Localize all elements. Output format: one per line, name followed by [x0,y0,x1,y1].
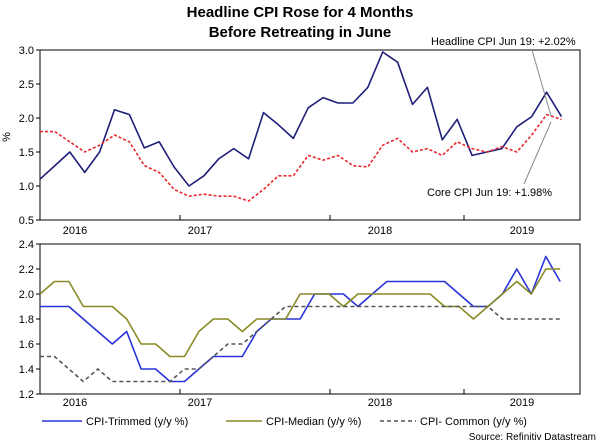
headline-annotation: Headline CPI Jun 19: +2.02% [431,36,576,48]
y-tick-label: 2.0 [19,289,34,301]
y-tick-label: 2.5 [19,79,34,91]
series-line-cpi-common-y-y [40,305,561,383]
y-tick-label: 1.4 [19,364,34,376]
x-year-label: 2017 [188,225,212,237]
y-tick-label: 0.5 [19,215,34,227]
source-note: Source: Refinitiv Datastream [469,432,596,443]
legend-label-trimmed: CPI-Trimmed (y/y %) [86,416,188,428]
y-tick-label: 1.8 [19,314,34,326]
y-tick-label: 1.2 [19,389,34,401]
core-annotation-leader [523,121,552,185]
y-tick-label: 2.4 [19,239,34,251]
title-line-1: Headline CPI Rose for 4 Months [187,4,414,21]
legend-label-median: CPI-Median (y/y %) [266,416,361,428]
x-year-label: 2018 [368,225,392,237]
series-line-cpi-median-y-y [39,268,561,358]
y-tick-label: 2.0 [19,113,34,125]
bottom-plot-frame [39,243,581,395]
bottom-chart-layer: 2.4 2.2 2.0 1.8 1.6 1.4 1.2 2016 2017 2018 2019 [19,239,561,409]
y-tick-label: 1.5 [19,147,34,159]
top-plot-frame [39,49,581,221]
title-line-2: Before Retreating in June [209,24,392,41]
x-year-label: 2016 [63,225,87,237]
core-annotation: Core CPI Jun 19: +1.98% [427,187,552,199]
top-chart-layer: 3.0 2.5 2.0 1.5 1.0 0.5 2016 2017 2018 2019 [19,45,563,237]
y-tick-label: 3.0 [19,45,34,57]
legend-label-common: CPI- Common (y/y %) [420,416,527,428]
y-tick-label: 1.6 [19,339,34,351]
x-year-label: 2017 [188,397,212,409]
x-year-label: 2019 [510,397,534,409]
y-tick-label: 1.0 [19,181,34,193]
headline-annotation-leader [531,49,552,117]
series-line-core-cpi [40,113,562,202]
series-line-cpi-trimmed-y-y [40,255,561,383]
series-line-headline-cpi [39,51,563,187]
x-year-label: 2016 [63,397,87,409]
x-year-label: 2019 [510,225,534,237]
top-y-axis-label: % [1,132,13,142]
x-year-label: 2018 [368,397,392,409]
y-tick-label: 2.2 [19,264,34,276]
